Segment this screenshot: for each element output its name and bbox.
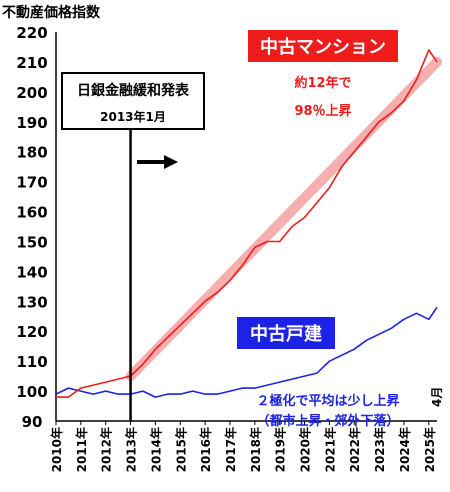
y-tick-label: 140 [16, 263, 47, 281]
x-tick-label: 2022年 [347, 427, 362, 472]
y-tick-label: 220 [16, 24, 47, 42]
x-tick-label: 2011年 [74, 427, 89, 472]
y-tick-label: 170 [16, 174, 47, 192]
y-tick-label: 190 [16, 114, 47, 132]
y-tick-label: 200 [16, 84, 47, 102]
house-note-line1: ２極化で平均は少し上昇 [256, 394, 400, 409]
series-lines [55, 49, 442, 398]
x-tick-label: 2023年 [372, 427, 387, 472]
y-tick-label: 180 [16, 144, 47, 162]
x-tick-label: 2010年 [49, 427, 64, 472]
x-end-label: 4月 [430, 387, 444, 407]
house-note: ２極化で平均は少し上昇 （都市上昇・郊外下落） [238, 392, 418, 432]
x-tick-label: 2013年 [124, 427, 139, 472]
y-tick-label: 210 [16, 54, 47, 72]
axes [55, 32, 437, 422]
y-tick-labels: 90 100 110 120 130 140 150 160 170 180 190 200 210 22… [16, 24, 47, 431]
event-title: 日銀金融緩和発表 [77, 83, 189, 99]
y-tick-label: 120 [16, 323, 47, 341]
apartment-note-line1: 約12年で [294, 76, 352, 91]
y-tick-label: 90 [22, 413, 43, 431]
y-tick-label: 110 [16, 353, 47, 371]
y-tick-label: 160 [16, 204, 47, 222]
apartment-note-line2: 98％上昇 [294, 104, 352, 119]
y-tick-label: 130 [16, 293, 47, 311]
x-tick-label: 2020年 [298, 427, 313, 472]
apartment-note: 約12年で 98％上昇 [268, 70, 378, 126]
used-house-line [55, 306, 438, 398]
used-apartment-line [56, 49, 438, 398]
x-tick-label: 2024年 [397, 427, 412, 472]
x-tick-label: 2012年 [99, 427, 114, 472]
event-date: 2013年1月 [100, 110, 166, 124]
y-tick-label: 150 [16, 233, 47, 251]
event-annotation-box: 日銀金融緩和発表 2013年1月 [61, 72, 205, 130]
x-tick-label: 2014年 [148, 427, 163, 472]
y-axis-label: 不動産価格指数 [2, 5, 100, 21]
legend-used-apartment: 中古マンション [248, 30, 398, 62]
x-tick-label: 2015年 [173, 427, 188, 472]
x-tick-label: 2018年 [248, 427, 263, 472]
house-note-line2: （都市上昇・郊外下落） [256, 414, 400, 429]
x-tick-label: 2021年 [322, 427, 337, 472]
event-arrow [137, 155, 178, 169]
y-tick-label: 100 [16, 383, 47, 401]
x-tick-label: 2019年 [273, 427, 288, 472]
legend-used-house: 中古戸建 [237, 317, 335, 349]
x-tick-labels: 2010年 2011年 2012年 2013年 2014年 2015年 2016年 2017年… [49, 387, 444, 473]
x-tick-label: 2016年 [198, 427, 213, 472]
x-tick-label: 2017年 [223, 427, 238, 472]
x-tick-label: 2025年 [422, 427, 437, 472]
